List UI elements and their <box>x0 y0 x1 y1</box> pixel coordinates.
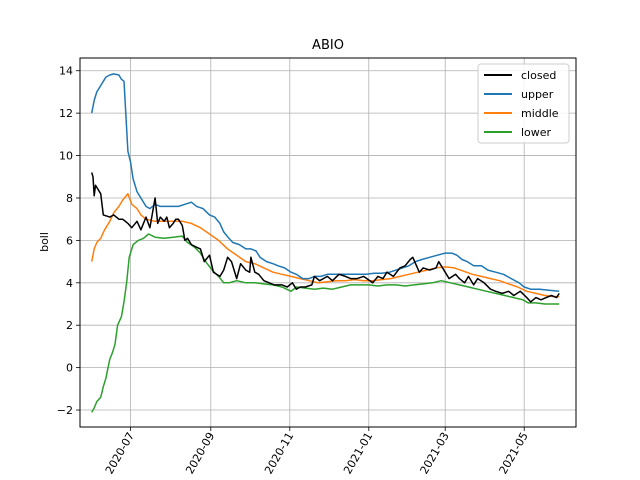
plot-frame <box>79 57 577 428</box>
y-tick-label: 12 <box>59 107 73 120</box>
series-line-upper <box>90 73 560 293</box>
series-line-closed <box>90 172 560 303</box>
chart-title: ABIO <box>312 38 344 53</box>
y-tick-label: −2 <box>57 404 73 417</box>
legend-box <box>477 63 570 144</box>
y-tick-label: 8 <box>66 192 73 205</box>
legend-label-middle: middle <box>521 107 559 120</box>
legend-label-closed: closed <box>521 69 556 82</box>
grid <box>80 58 576 427</box>
y-tick-label: 6 <box>66 234 73 247</box>
y-tick-label: 0 <box>66 362 73 375</box>
legend-label-lower: lower <box>521 126 552 139</box>
y-tick-label: 14 <box>59 65 73 78</box>
legend-label-upper: upper <box>521 88 554 101</box>
series-line-middle <box>90 192 560 298</box>
y-tick-label: 10 <box>59 150 73 163</box>
y-tick-label: 4 <box>66 277 73 290</box>
series-lines <box>90 73 560 413</box>
y-tick-label: 2 <box>66 319 73 332</box>
y-axis-label: boll <box>38 232 51 252</box>
series-line-lower <box>91 233 560 413</box>
legend: closed upper middle lower <box>477 63 570 144</box>
